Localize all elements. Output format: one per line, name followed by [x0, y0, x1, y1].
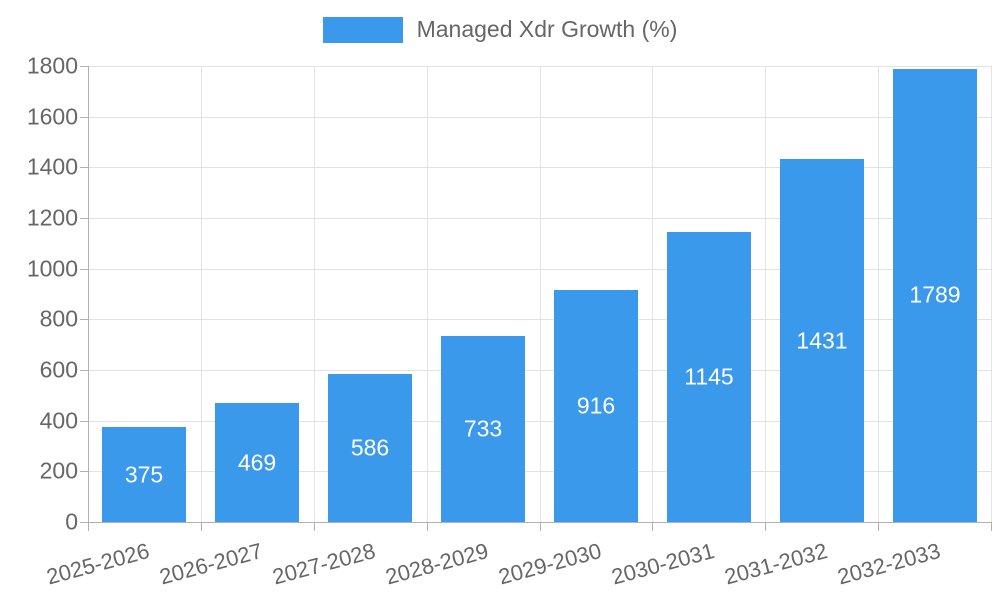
gridline-horizontal	[88, 471, 991, 472]
y-axis-tick	[80, 522, 88, 523]
y-axis-tick	[80, 471, 88, 472]
gridline-horizontal	[88, 370, 991, 371]
bar[interactable]	[215, 403, 299, 522]
x-axis-tick	[427, 522, 428, 531]
bar-value-label: 1789	[909, 281, 961, 308]
gridline-vertical	[878, 66, 879, 522]
legend-label: Managed Xdr Growth (%)	[416, 16, 678, 42]
legend-swatch	[322, 16, 403, 43]
y-tick-label: 800	[39, 305, 78, 332]
gridline-horizontal	[88, 421, 991, 422]
gridline-horizontal	[88, 218, 991, 219]
y-tick-label: 1400	[26, 153, 78, 180]
gridline-vertical	[765, 66, 766, 522]
y-axis-tick	[80, 218, 88, 219]
y-axis-tick	[80, 319, 88, 320]
bar[interactable]	[893, 69, 977, 522]
y-axis-line	[88, 66, 89, 523]
x-axis-tick	[765, 522, 766, 531]
bar-value-label: 1145	[684, 363, 734, 390]
gridline-vertical	[991, 66, 992, 522]
x-axis-tick	[652, 522, 653, 531]
bar[interactable]	[102, 427, 186, 522]
x-axis-line	[88, 522, 991, 523]
y-tick-label: 0	[65, 508, 78, 535]
bar-value-label: 916	[576, 392, 616, 419]
y-tick-label: 1800	[26, 52, 78, 79]
gridline-vertical	[201, 66, 202, 522]
bar[interactable]	[328, 374, 412, 522]
bar[interactable]	[554, 290, 638, 522]
bar[interactable]	[667, 232, 751, 522]
x-axis-tick	[540, 522, 541, 531]
chart-legend[interactable]: Managed Xdr Growth (%)	[0, 16, 1000, 43]
x-axis-tick	[991, 522, 992, 531]
x-axis-tick	[314, 522, 315, 531]
y-axis-tick	[80, 370, 88, 371]
gridline-vertical	[652, 66, 653, 522]
y-axis-tick	[80, 421, 88, 422]
y-axis-tick	[80, 66, 88, 67]
gridline-horizontal	[88, 269, 991, 270]
gridline-vertical	[427, 66, 428, 522]
y-axis-tick	[80, 117, 88, 118]
bar-value-label: 1431	[796, 327, 848, 354]
y-tick-label: 1600	[26, 103, 78, 130]
x-axis-tick	[878, 522, 879, 531]
bar-value-label: 375	[124, 461, 164, 488]
y-tick-label: 200	[39, 457, 78, 484]
gridline-vertical	[314, 66, 315, 522]
y-tick-label: 400	[39, 407, 78, 434]
bar-value-label: 586	[350, 434, 390, 461]
y-tick-label: 1000	[26, 255, 78, 282]
y-axis-tick	[80, 167, 88, 168]
bar-value-label: 733	[463, 415, 503, 442]
y-tick-label: 1200	[26, 204, 78, 231]
y-tick-label: 600	[39, 356, 78, 383]
bar-value-label: 469	[237, 449, 277, 476]
gridline-vertical	[540, 66, 541, 522]
x-axis-tick	[88, 522, 89, 531]
gridline-horizontal	[88, 319, 991, 320]
gridline-horizontal	[88, 66, 991, 67]
bar[interactable]	[780, 159, 864, 522]
y-axis-tick	[80, 269, 88, 270]
gridline-horizontal	[88, 167, 991, 168]
x-axis-tick	[201, 522, 202, 531]
bar[interactable]	[441, 336, 525, 522]
gridline-horizontal	[88, 117, 991, 118]
